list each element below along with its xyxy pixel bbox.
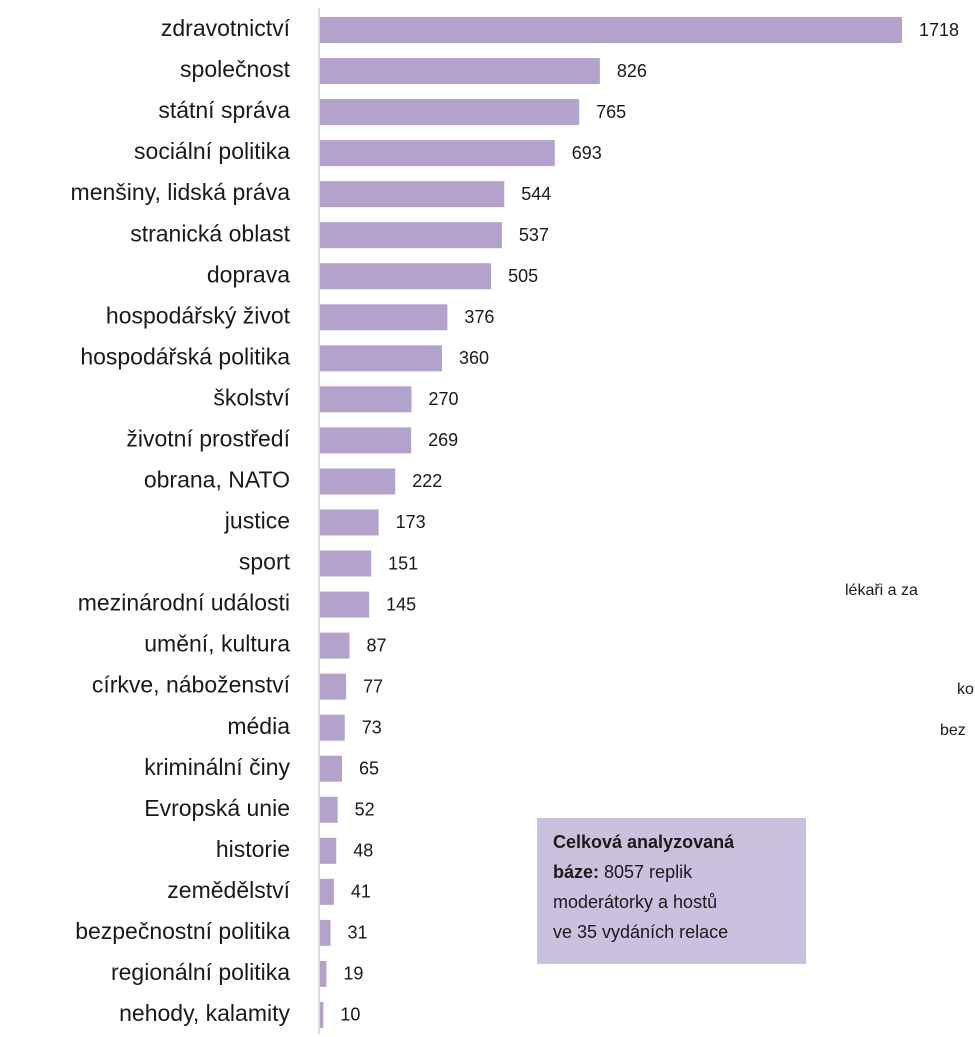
category-label: zdravotnictví bbox=[161, 15, 291, 41]
note-line: moderátorky a hostů bbox=[553, 892, 717, 912]
category-label: menšiny, lidská práva bbox=[71, 179, 291, 205]
value-label: 19 bbox=[343, 964, 363, 984]
category-label: státní správa bbox=[158, 97, 290, 123]
note-text: Celková analyzovaná bbox=[553, 832, 735, 852]
category-label: umění, kultura bbox=[144, 631, 290, 657]
bar bbox=[320, 673, 347, 700]
value-label: 505 bbox=[508, 266, 538, 286]
value-label: 73 bbox=[362, 717, 382, 737]
note-line: Celková analyzovaná bbox=[553, 832, 735, 852]
bar bbox=[320, 386, 412, 413]
value-label: 145 bbox=[386, 594, 416, 614]
value-label: 693 bbox=[572, 143, 602, 163]
category-label: církve, náboženství bbox=[92, 672, 291, 698]
category-label: životní prostředí bbox=[126, 425, 290, 451]
bar bbox=[320, 58, 600, 85]
category-label: hospodářská politika bbox=[80, 343, 290, 369]
category-label: bezpečnostní politika bbox=[75, 918, 290, 944]
value-label: 360 bbox=[459, 348, 489, 368]
category-label: společnost bbox=[180, 56, 291, 82]
value-label: 826 bbox=[617, 61, 647, 81]
category-label: doprava bbox=[207, 261, 290, 287]
value-label: 87 bbox=[366, 635, 386, 655]
note-text: moderátorky a hostů bbox=[553, 892, 717, 912]
category-label: historie bbox=[216, 836, 290, 862]
bar bbox=[320, 181, 505, 208]
category-label: zemědělství bbox=[167, 877, 290, 903]
category-label: justice bbox=[224, 508, 290, 534]
category-label: mezinárodní události bbox=[78, 590, 290, 616]
value-label: 544 bbox=[521, 184, 551, 204]
note-text: ve 35 vydáních relace bbox=[553, 922, 728, 942]
category-label: sport bbox=[239, 549, 291, 575]
category-label: hospodářský život bbox=[106, 302, 291, 328]
bar bbox=[320, 304, 448, 331]
value-label: 173 bbox=[396, 512, 426, 532]
value-label: 1718 bbox=[919, 20, 959, 40]
note-text: báze: bbox=[553, 862, 599, 882]
bar bbox=[320, 263, 492, 290]
bar bbox=[320, 837, 337, 864]
bar bbox=[320, 222, 502, 249]
bar bbox=[320, 755, 343, 782]
annotation: lékaři a za bbox=[845, 582, 918, 599]
value-label: 10 bbox=[340, 1005, 360, 1025]
value-label: 77 bbox=[363, 676, 383, 696]
bar bbox=[320, 591, 370, 618]
value-label: 222 bbox=[412, 471, 442, 491]
category-label: školství bbox=[213, 384, 290, 410]
bar bbox=[320, 1001, 324, 1028]
value-label: 52 bbox=[355, 800, 375, 820]
category-label: regionální politika bbox=[111, 959, 290, 985]
bar bbox=[320, 345, 442, 372]
bar bbox=[320, 509, 379, 536]
value-label: 65 bbox=[359, 758, 379, 778]
bar bbox=[320, 796, 338, 823]
bar bbox=[320, 17, 902, 43]
annotation: bez bbox=[940, 722, 966, 739]
value-label: 376 bbox=[464, 307, 494, 327]
value-label: 269 bbox=[428, 430, 458, 450]
bar bbox=[320, 427, 412, 454]
bar bbox=[320, 714, 345, 741]
bar bbox=[320, 960, 327, 987]
bar bbox=[320, 468, 396, 495]
category-label: sociální politika bbox=[134, 138, 290, 164]
note-text: 8057 replik bbox=[599, 862, 693, 882]
bar bbox=[320, 632, 350, 659]
annotation: ko bbox=[957, 681, 974, 698]
bar bbox=[320, 99, 580, 126]
category-label: stranická oblast bbox=[130, 220, 290, 246]
value-label: 41 bbox=[351, 882, 371, 902]
bar bbox=[320, 878, 334, 905]
bar bbox=[320, 140, 555, 167]
note-line: ve 35 vydáních relace bbox=[553, 922, 728, 942]
note-box bbox=[537, 818, 806, 964]
value-label: 537 bbox=[519, 225, 549, 245]
category-label: kriminální činy bbox=[144, 754, 290, 780]
bar bbox=[320, 919, 331, 946]
note-line: báze: 8057 replik bbox=[553, 862, 693, 882]
category-label: obrana, NATO bbox=[144, 467, 290, 493]
category-label: média bbox=[227, 713, 290, 739]
bar bbox=[320, 550, 372, 577]
category-label: Evropská unie bbox=[144, 795, 290, 821]
value-label: 270 bbox=[428, 389, 458, 409]
value-label: 31 bbox=[348, 923, 368, 943]
category-label: nehody, kalamity bbox=[119, 1000, 290, 1026]
value-label: 765 bbox=[596, 102, 626, 122]
value-label: 151 bbox=[388, 553, 418, 573]
value-label: 48 bbox=[353, 841, 373, 861]
